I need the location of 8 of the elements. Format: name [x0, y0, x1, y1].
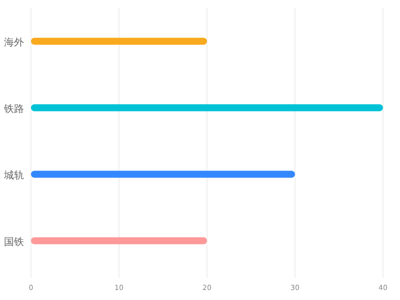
y-tick-label: 城轨 [3, 169, 24, 182]
bar [31, 237, 207, 244]
y-tick-label: 国铁 [4, 236, 24, 248]
y-tick-label: 海外 [4, 36, 24, 48]
bar [31, 104, 383, 112]
y-tick-label: 铁路 [3, 102, 24, 115]
bar [31, 38, 207, 45]
bar [31, 170, 295, 178]
